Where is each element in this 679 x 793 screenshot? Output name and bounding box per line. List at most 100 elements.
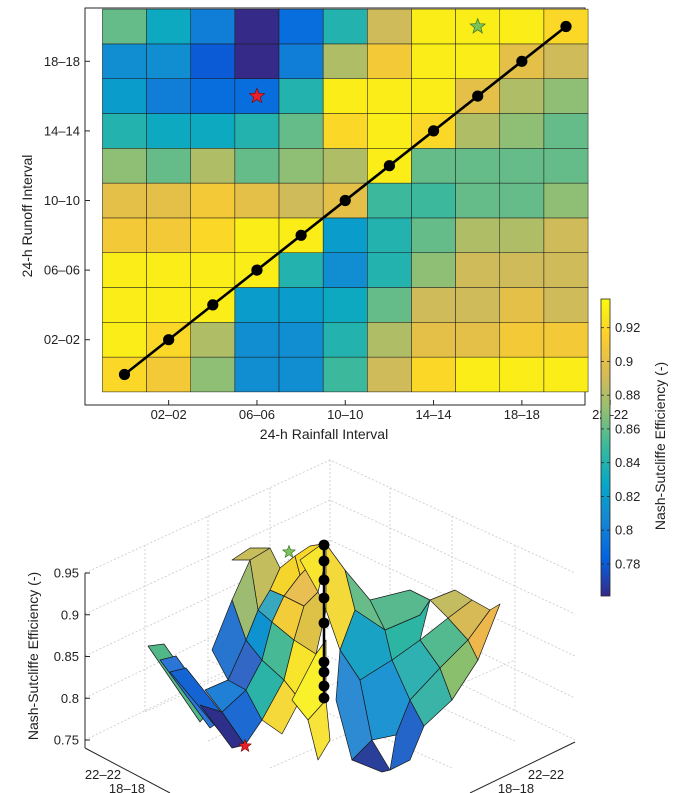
heatmap-cell [278, 182, 324, 219]
diagonal-point [560, 20, 572, 33]
heatmap-cell [234, 287, 280, 323]
heatmap-cell [455, 356, 501, 393]
heatmap-cell [102, 8, 147, 45]
diagonal-point [251, 264, 263, 276]
heatmap-cell [234, 217, 280, 253]
colorbar-gradient [600, 298, 611, 597]
heatmap-cell [190, 43, 236, 79]
surface-stars [238, 544, 296, 752]
surface-diagonal-point [318, 539, 330, 551]
heatmap-cell [190, 252, 236, 288]
heatmap-cell [322, 287, 368, 323]
heatmap-cell [102, 148, 147, 184]
heatmap-cell [278, 43, 324, 79]
surface-diagonal-point [318, 574, 330, 586]
heatmap-cell [411, 252, 456, 288]
heatmap-cell [322, 217, 368, 253]
z-tick-label: 0.95 [54, 566, 79, 581]
heatmap-cell [146, 182, 191, 219]
heatmap-cell [234, 322, 280, 358]
z-tick-label: 0.8 [61, 691, 79, 706]
heatmap-cell [278, 78, 324, 114]
heatmap-cell [102, 287, 147, 323]
heatmap-cell [146, 78, 191, 114]
heatmap-cell [367, 217, 412, 253]
heatmap-cell [102, 113, 147, 149]
surface-diagonal-points [318, 539, 330, 704]
heatmap-cell [367, 322, 412, 358]
heatmap-cell [543, 287, 589, 323]
heatmap-cell [543, 322, 589, 358]
heatmap-cell [190, 148, 236, 184]
diagonal-point [383, 160, 395, 172]
heatmap-cell [234, 356, 280, 393]
x-tick-label: 14–14 [415, 407, 451, 422]
colorbar-tick-label: 0.82 [615, 489, 640, 504]
colorbar-tick-label: 0.78 [615, 556, 640, 571]
heatmap-cell [499, 287, 545, 323]
heatmap-cell [499, 8, 545, 45]
heatmap-cell [455, 217, 501, 253]
heatmap-cell [455, 43, 501, 79]
heatmap-cell [234, 113, 280, 149]
heatmap-cell [455, 148, 501, 184]
heatmap-cell [278, 148, 324, 184]
z-tick-label: 0.75 [54, 733, 79, 748]
heatmap-cell [190, 356, 236, 393]
x-tick-label: 18–18 [504, 407, 540, 422]
heatmap-cell [146, 356, 191, 393]
heatmap-cell [499, 182, 545, 219]
heatmap-cells [102, 8, 589, 393]
heatmap-cell [278, 252, 324, 288]
heatmap-y-axis-label: 24-h Runoff Interval [19, 155, 35, 278]
surface-panel: 0.750.80.850.90.95 22–2218–1822–2218–18 … [25, 459, 576, 793]
heatmap-cell [190, 182, 236, 219]
colorbar-tick-label: 0.84 [615, 455, 640, 470]
surface-green-star [282, 544, 296, 558]
diagonal-point [118, 368, 131, 381]
colorbar-tick-label: 0.88 [615, 388, 640, 403]
heatmap-cell [234, 148, 280, 184]
heatmap-cell [367, 8, 412, 45]
surface-diagonal-point [318, 656, 330, 668]
diagonal-point [472, 90, 484, 102]
heatmap-cell [278, 8, 324, 45]
heatmap-cell [367, 182, 412, 219]
heatmap-cell [543, 217, 589, 253]
heatmap-cell [322, 78, 368, 114]
heatmap-cell [499, 113, 545, 149]
heatmap-cell [367, 356, 412, 393]
heatmap-cell [278, 113, 324, 149]
heatmap-cell [146, 217, 191, 253]
heatmap-cell [411, 182, 456, 219]
colorbar-tick-label: 0.9 [615, 354, 633, 369]
diagonal-point [163, 334, 175, 346]
heatmap-cell [146, 287, 191, 323]
heatmap-cell [234, 8, 280, 45]
heatmap-cell [322, 322, 368, 358]
heatmap-cell [146, 113, 191, 149]
y-tick-label: 14–14 [44, 123, 80, 138]
colorbar-ticks: 0.78 0.8 0.82 0.84 0.86 0.88 0.9 0.92 [601, 320, 640, 571]
heatmap-cell [278, 322, 324, 358]
heatmap-cell [190, 113, 236, 149]
colorbar-tick-label: 0.92 [615, 320, 640, 335]
heatmap-cell [146, 8, 191, 45]
colorbar-tick-label: 0.8 [615, 523, 633, 538]
heatmap-cell [102, 322, 147, 358]
x-tick-label: 06–06 [239, 407, 275, 422]
heatmap-cell [146, 43, 191, 79]
y-tick-label: 02–02 [44, 332, 80, 347]
heatmap-cell [411, 8, 456, 45]
heatmap-cell [499, 252, 545, 288]
heatmap-cell [411, 356, 456, 393]
heatmap-cell [455, 113, 501, 149]
heatmap-cell [499, 78, 545, 114]
surface-diagonal-point [318, 617, 330, 629]
heatmap-cell [190, 217, 236, 253]
left-floor-axis [84, 747, 171, 793]
heatmap-cell [367, 252, 412, 288]
heatmap-cell [455, 322, 501, 358]
